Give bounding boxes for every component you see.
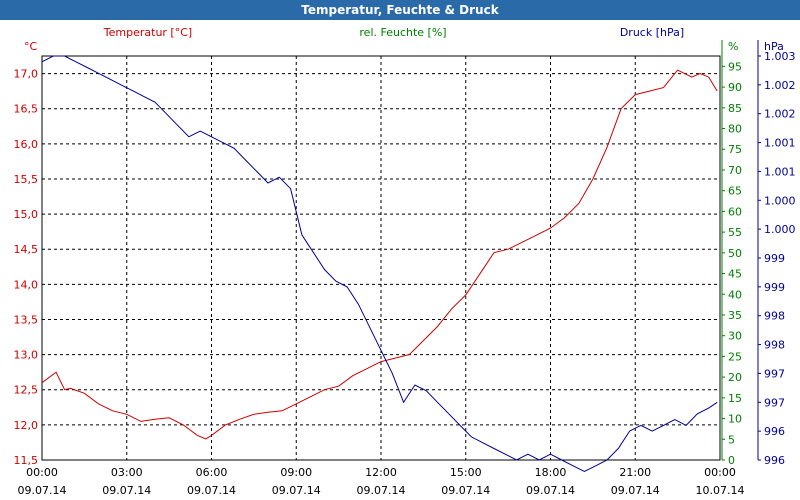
tick-label-humidity: 85 [728, 102, 742, 115]
chart-svg: 11,5 12,0 12,5 13,0 13,5 14,0 14,5 15,0 15,5 16,0… [14, 26, 796, 497]
x-tick-date: 09.07.14 [18, 484, 67, 497]
tick-label-humidity: 15 [728, 392, 742, 405]
axis-unit-pressure: hPa [764, 40, 784, 53]
axis-unit-humidity: % [728, 40, 738, 53]
x-tick-time: 18:00 [535, 466, 567, 479]
tick-label-humidity: 90 [728, 81, 742, 94]
tick-label-pressure: 996 [764, 425, 785, 438]
series [41, 55, 718, 473]
tick-label-temperature: 13,5 [14, 313, 39, 326]
tick-label-humidity: 35 [728, 309, 742, 322]
tick-label-humidity: 95 [728, 60, 742, 73]
x-tick-time: 00:00 [26, 466, 58, 479]
tick-label-humidity: 30 [728, 330, 742, 343]
x-tick-date: 09.07.14 [187, 484, 236, 497]
tick-label-humidity: 75 [728, 143, 742, 156]
x-tick-date: 09.07.14 [526, 484, 575, 497]
tick-label-humidity: 50 [728, 247, 742, 260]
x-tick-time: 00:00 [704, 466, 736, 479]
tick-label-temperature: 12,0 [14, 419, 39, 432]
tick-label-humidity: 0 [728, 454, 735, 467]
tick-label-humidity: 45 [728, 268, 742, 281]
tick-label-humidity: 40 [728, 288, 742, 301]
tick-label-humidity: 10 [728, 413, 742, 426]
tick-label-temperature: 15,5 [14, 173, 39, 186]
tick-label-pressure: 1.001 [764, 165, 796, 178]
tick-label-humidity: 80 [728, 123, 742, 136]
tick-label-pressure: 998 [764, 339, 785, 352]
labels: 11,5 12,0 12,5 13,0 13,5 14,0 14,5 15,0 15,5 16,0… [14, 26, 796, 497]
tick-label-pressure: 997 [764, 396, 785, 409]
tick-label-temperature: 14,5 [14, 243, 39, 256]
x-tick-date: 09.07.14 [357, 484, 406, 497]
tick-label-humidity: 25 [728, 350, 742, 363]
tick-label-humidity: 55 [728, 226, 742, 239]
x-tick-time: 03:00 [111, 466, 143, 479]
tick-label-temperature: 11,5 [14, 454, 39, 467]
x-tick-time: 12:00 [365, 466, 397, 479]
tick-label-pressure: 1.003 [764, 50, 796, 63]
tick-label-pressure: 999 [764, 252, 785, 265]
axes [721, 40, 761, 461]
tick-label-temperature: 14,0 [14, 278, 39, 291]
x-tick-date: 10.07.14 [696, 484, 745, 497]
tick-label-pressure: 997 [764, 367, 785, 380]
tick-label-pressure: 1.001 [764, 137, 796, 150]
tick-label-temperature: 13,0 [14, 349, 39, 362]
tick-label-pressure: 1.000 [764, 194, 796, 207]
x-tick-date: 09.07.14 [102, 484, 151, 497]
x-tick-time: 21:00 [619, 466, 651, 479]
axis-label-humidity: rel. Feuchte [%] [359, 26, 446, 39]
x-tick-time: 09:00 [280, 466, 312, 479]
tick-label-humidity: 5 [728, 433, 735, 446]
axis-label-temperature: Temperatur [°C] [103, 26, 192, 39]
tick-label-temperature: 16,5 [14, 103, 39, 116]
chart-title: Temperatur, Feuchte & Druck [0, 0, 800, 20]
grid [41, 55, 721, 461]
tick-label-pressure: 1.002 [764, 79, 796, 92]
axis-label-pressure: Druck [hPa] [620, 26, 684, 39]
x-tick-time: 06:00 [196, 466, 228, 479]
axis-unit-temperature: °C [24, 40, 38, 53]
series-line-temperature [41, 69, 718, 440]
tick-label-pressure: 1.002 [764, 108, 796, 121]
tick-label-pressure: 996 [764, 454, 785, 467]
tick-label-temperature: 15,0 [14, 208, 39, 221]
tick-label-pressure: 999 [764, 281, 785, 294]
tick-label-humidity: 65 [728, 185, 742, 198]
tick-label-pressure: 998 [764, 310, 785, 323]
x-tick-date: 09.07.14 [441, 484, 490, 497]
x-tick-date: 09.07.14 [611, 484, 660, 497]
tick-label-temperature: 16,0 [14, 138, 39, 151]
tick-label-temperature: 17,0 [14, 68, 39, 81]
x-tick-date: 09.07.14 [272, 484, 321, 497]
series-line-pressure [41, 55, 718, 473]
tick-label-humidity: 70 [728, 164, 742, 177]
tick-label-humidity: 20 [728, 371, 742, 384]
tick-label-humidity: 60 [728, 205, 742, 218]
tick-label-temperature: 12,5 [14, 384, 39, 397]
x-tick-time: 15:00 [450, 466, 482, 479]
tick-label-pressure: 1.000 [764, 223, 796, 236]
